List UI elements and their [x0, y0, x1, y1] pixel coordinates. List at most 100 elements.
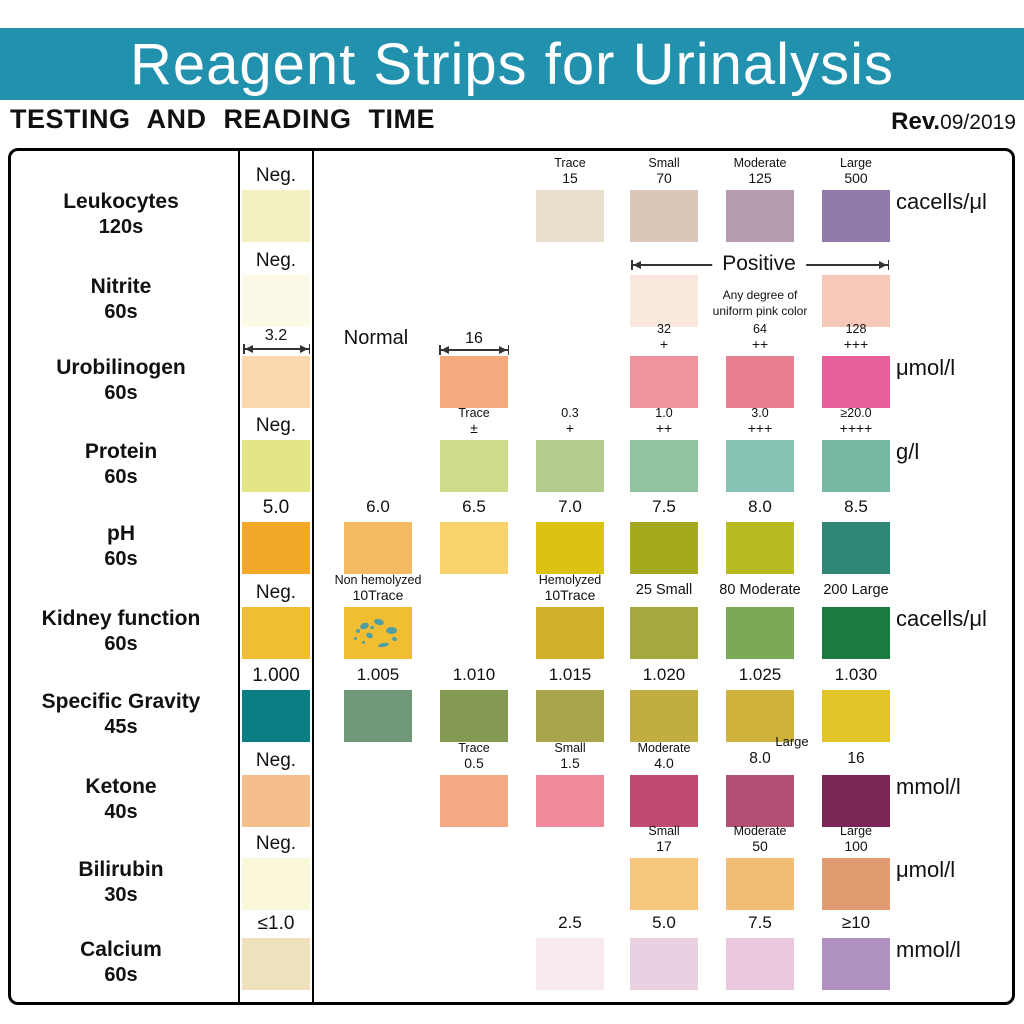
grade-value: ±: [470, 420, 478, 437]
hemolyzed-speckle: [373, 617, 385, 627]
parameter-read-time: 60s: [104, 547, 138, 570]
swatch-grade-label: Large 500: [794, 156, 918, 186]
parameter-name: Bilirubin: [78, 857, 164, 881]
box-reference-value: ≤1.0: [257, 913, 295, 934]
grade-value: 0.5: [464, 755, 484, 772]
color-swatch: [536, 190, 604, 242]
swatch-grade-label: 7.0: [558, 497, 582, 516]
swatch-grade-label: Small 70: [602, 156, 726, 186]
grade-value: 17: [656, 838, 672, 855]
swatch-grade-label: 200 Large: [823, 582, 889, 598]
section-heading: TESTING AND READING TIME: [10, 104, 436, 134]
box-reference-value: Neg.: [255, 833, 297, 854]
unit-label: g/l: [896, 439, 920, 464]
color-swatch: [630, 356, 698, 408]
positive-note-line: uniform pink color: [712, 304, 808, 318]
color-swatch: [440, 522, 508, 574]
parameter-label: Urobilinogen 60s: [8, 352, 234, 408]
swatch-grade-label: Trace 15: [508, 156, 632, 186]
box-reference-value: 1.000: [252, 665, 300, 686]
grade-value: 4.0: [654, 755, 674, 772]
grade-name: Large: [840, 156, 872, 170]
positive-note: Any degree of uniform pink color: [680, 287, 840, 319]
revision-stamp: Rev.09/2019: [891, 108, 1016, 136]
color-swatch: [630, 275, 698, 327]
grade-name: 64: [753, 322, 767, 336]
color-swatch: [440, 440, 508, 492]
parameter-read-time: 60s: [104, 632, 138, 655]
hemolyzed-speckle: [356, 629, 360, 633]
grade-value: ++++: [839, 420, 873, 437]
grade-name: Trace: [458, 406, 490, 420]
color-swatch: [242, 607, 310, 659]
color-swatch: [630, 690, 698, 742]
color-swatch: [822, 607, 890, 659]
swatch-grade-label: Non hemolyzed 10Trace: [316, 573, 440, 603]
swatch-grade-label: 16: [847, 750, 865, 767]
unit-label: mmol/l: [896, 937, 961, 962]
color-swatch: [726, 938, 794, 990]
cell-range-arrow-line: [440, 349, 508, 351]
grade-name: 0.3: [561, 406, 579, 420]
swatch-grade-label: Large 100: [794, 824, 918, 854]
parameter-label: Specific Gravity 45s: [8, 686, 234, 742]
color-swatch: [630, 938, 698, 990]
parameter-label: Leukocytes 120s: [8, 186, 234, 242]
swatch-grade-label: 5.0: [652, 913, 676, 932]
box-range-arrow-arrowhead-right: [300, 345, 308, 353]
swatch-grade-label: Moderate 50: [698, 824, 822, 854]
box-reference-value: 3.2: [264, 327, 288, 344]
color-swatch: [822, 858, 890, 910]
parameter-read-time: 60s: [104, 381, 138, 404]
grade-name: Small: [554, 741, 586, 755]
page-title: Reagent Strips for Urinalysis: [130, 31, 894, 97]
parameter-read-time: 60s: [104, 300, 138, 323]
unit-label: cacells/μl: [896, 189, 987, 214]
parameter-read-time: 120s: [98, 215, 144, 238]
color-swatch: [536, 607, 604, 659]
negative-column-frame: [238, 148, 314, 1005]
swatch-grade-label: 8.5: [844, 497, 868, 516]
parameter-label: Calcium 60s: [8, 934, 234, 990]
box-range-arrow-endbar: [308, 344, 310, 354]
color-swatch: [726, 522, 794, 574]
parameter-name: Kidney function: [41, 606, 201, 630]
swatch-grade-label: 6.5: [462, 497, 486, 516]
color-swatch: [822, 275, 890, 327]
swatch-grade-label: Small 17: [602, 824, 726, 854]
hemolyzed-speckle: [386, 627, 397, 634]
grade-name: Moderate: [733, 824, 787, 838]
color-swatch: [344, 607, 412, 659]
normal-range-label: Normal: [343, 327, 409, 349]
unit-label: mmol/l: [896, 774, 961, 799]
grade-value: ++: [751, 336, 769, 353]
swatch-grade-label: 3.0 +++: [698, 406, 822, 436]
color-swatch: [242, 938, 310, 990]
swatch-grade-label: 25 Small: [635, 582, 693, 598]
swatch-grade-label: 6.0: [366, 497, 390, 516]
color-swatch: [242, 522, 310, 574]
large-span-label: Large: [775, 734, 809, 749]
parameter-name: Protein: [84, 439, 158, 463]
swatch-grade-label: 64 ++: [698, 322, 822, 352]
parameter-label: Ketone 40s: [8, 771, 234, 827]
color-swatch: [630, 858, 698, 910]
cell-range-arrow-arrowhead-right: [499, 346, 507, 354]
swatch-grade-label: ≥20.0 ++++: [794, 406, 918, 436]
color-swatch: [242, 190, 310, 242]
box-reference-value: Neg.: [255, 165, 297, 186]
grade-name: Small: [648, 156, 680, 170]
swatch-grade-label: 128 +++: [794, 322, 918, 352]
swatch-grade-label: 32 +: [602, 322, 726, 352]
parameter-read-time: 60s: [104, 963, 138, 986]
grade-value: 15: [562, 170, 578, 187]
unit-label: μmol/l: [896, 355, 956, 380]
swatch-grade-label: 7.5: [652, 497, 676, 516]
color-swatch: [242, 775, 310, 827]
hemolyzed-speckle: [370, 626, 374, 629]
grade-value: +++: [747, 420, 773, 437]
color-swatch: [242, 275, 310, 327]
positive-range-arrow-endbar: [631, 260, 633, 270]
